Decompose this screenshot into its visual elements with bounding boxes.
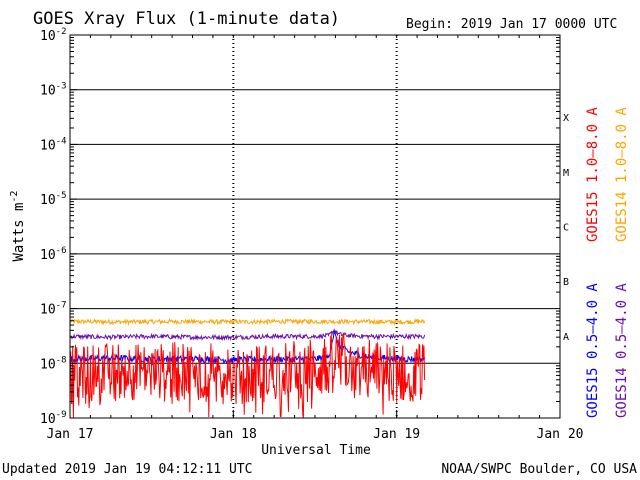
chart-title: GOES Xray Flux (1-minute data) <box>33 9 340 29</box>
y-axis-label: Watts m-2 <box>9 190 27 261</box>
begin-date: Begin: 2019 Jan 17 0000 UTC <box>406 17 617 32</box>
y-axis-labels: 10-9 10-8 10-7 10-6 10-5 10-4 10-3 10-2 <box>40 27 67 427</box>
x-axis-label: Universal Time <box>261 443 371 458</box>
y-tick-label: 10-8 <box>40 355 67 372</box>
series-line-goes14_long <box>69 317 426 326</box>
flare-class-M: M <box>563 168 569 179</box>
plot-frame <box>69 34 561 419</box>
x-tick-label: Jan 20 <box>537 427 584 442</box>
flare-class-labels: A B C M X <box>563 113 569 343</box>
x-tick-label: Jan 17 <box>47 427 94 442</box>
y-tick-label: 10-4 <box>40 136 67 153</box>
legend-goes14_long: GOES14 1.0–8.0 A <box>614 107 630 242</box>
y-tick-label: 10-9 <box>40 410 67 427</box>
y-tick-label: 10-5 <box>40 191 67 208</box>
series-line-goes15_long <box>69 332 426 419</box>
y-tick-label: 10-2 <box>40 27 67 44</box>
legend-goes15_long: GOES15 1.0–8.0 A <box>585 107 601 242</box>
y-axis-ticks <box>70 37 560 419</box>
x-tick-label: Jan 19 <box>373 427 420 442</box>
y-tick-label: 10-3 <box>40 82 67 99</box>
x-axis-labels: Jan 17 Jan 18 Jan 19 Jan 20 <box>47 427 584 442</box>
series-line-goes14_short <box>69 328 426 342</box>
flare-class-A: A <box>563 332 569 343</box>
flare-class-B: B <box>563 277 569 288</box>
x-tick-label: Jan 18 <box>210 427 257 442</box>
legend: GOES15 1.0–8.0 A GOES14 1.0–8.0 A GOES15 0… <box>585 107 630 418</box>
y-tick-label: 10-7 <box>40 301 67 318</box>
y-tick-label: 10-6 <box>40 246 67 263</box>
credit: NOAA/SWPC Boulder, CO USA <box>441 462 637 477</box>
flare-class-X: X <box>563 113 569 124</box>
flare-class-C: C <box>563 223 569 234</box>
series-layer <box>69 317 426 419</box>
legend-goes14_short: GOES14 0.5–4.0 A <box>614 283 630 418</box>
legend-goes15_short: GOES15 0.5–4.0 A <box>585 283 601 418</box>
updated-timestamp: Updated 2019 Jan 19 04:12:11 UTC <box>2 462 252 477</box>
gridlines <box>70 89 560 364</box>
